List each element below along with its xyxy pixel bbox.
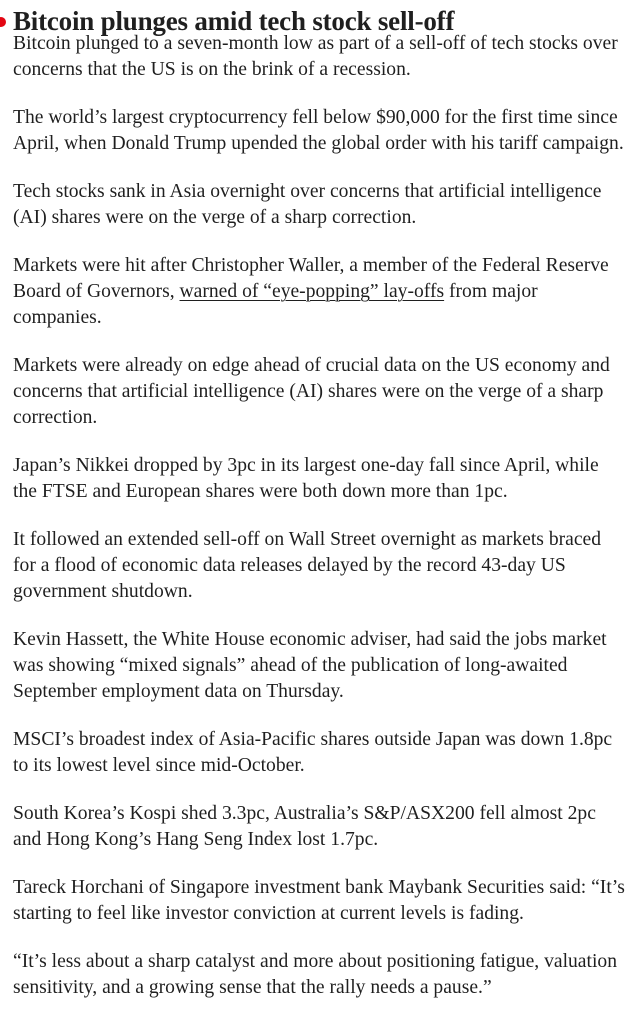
waller-layoffs-link[interactable]: warned of “eye-popping” lay-offs — [179, 281, 445, 302]
article-body: Bitcoin plunged to a seven-month low as … — [13, 31, 625, 1023]
headline: Bitcoin plunges amid tech stock sell-off — [13, 6, 455, 36]
paragraph: Bitcoin plunged to a seven-month low as … — [13, 33, 618, 80]
paragraph-text: from major companies. — [13, 281, 538, 328]
paragraph: Kevin Hassett, the White House economic … — [13, 629, 607, 702]
paragraph-text: Markets were hit after Christopher Walle… — [13, 255, 609, 302]
paragraph: Markets were already on edge ahead of cr… — [13, 355, 610, 428]
live-indicator-dot — [0, 17, 6, 27]
paragraph: “It’s less about a sharp catalyst and mo… — [13, 951, 617, 998]
paragraph: Japan’s Nikkei dropped by 3pc in its lar… — [13, 455, 599, 502]
paragraph: Tech stocks sank in Asia overnight over … — [13, 181, 602, 228]
paragraph: MSCI’s broadest index of Asia-Pacific sh… — [13, 729, 613, 776]
paragraph: The world’s largest cryptocurrency fell … — [13, 107, 624, 154]
paragraph: Tareck Horchani of Singapore investment … — [13, 877, 625, 924]
paragraph: It followed an extended sell-off on Wall… — [13, 529, 602, 602]
paragraph: South Korea’s Kospi shed 3.3pc, Australi… — [13, 803, 596, 850]
paragraph: Markets were hit after Christopher Walle… — [13, 253, 625, 331]
